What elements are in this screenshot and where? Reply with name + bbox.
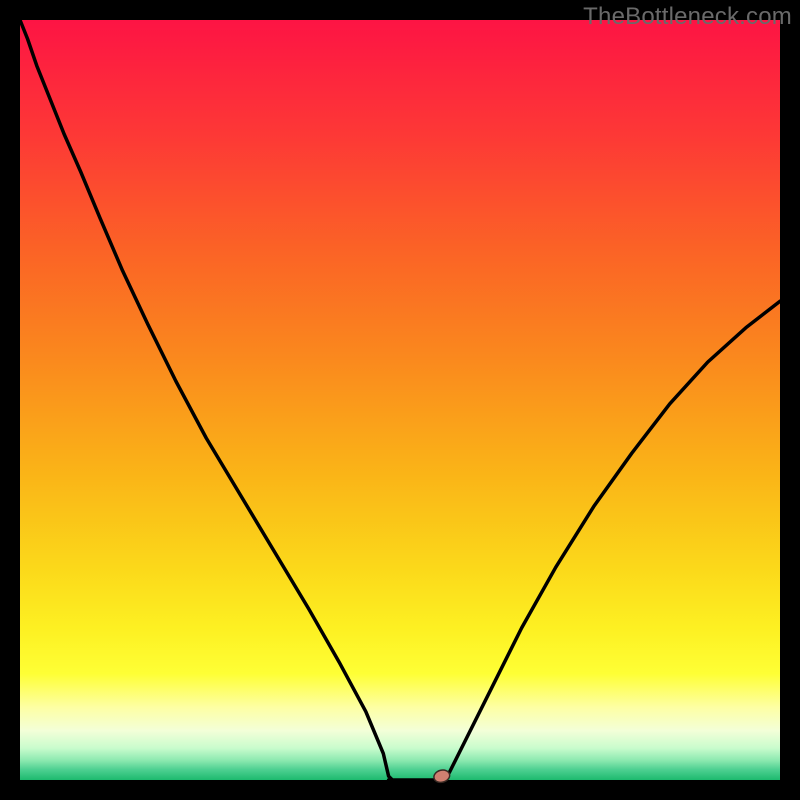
chart-container: TheBottleneck.com [0, 0, 800, 800]
watermark-label: TheBottleneck.com [583, 3, 792, 30]
bottleneck-chart [0, 0, 800, 800]
watermark-text: TheBottleneck.com [583, 3, 792, 31]
chart-gradient-background [20, 20, 780, 780]
